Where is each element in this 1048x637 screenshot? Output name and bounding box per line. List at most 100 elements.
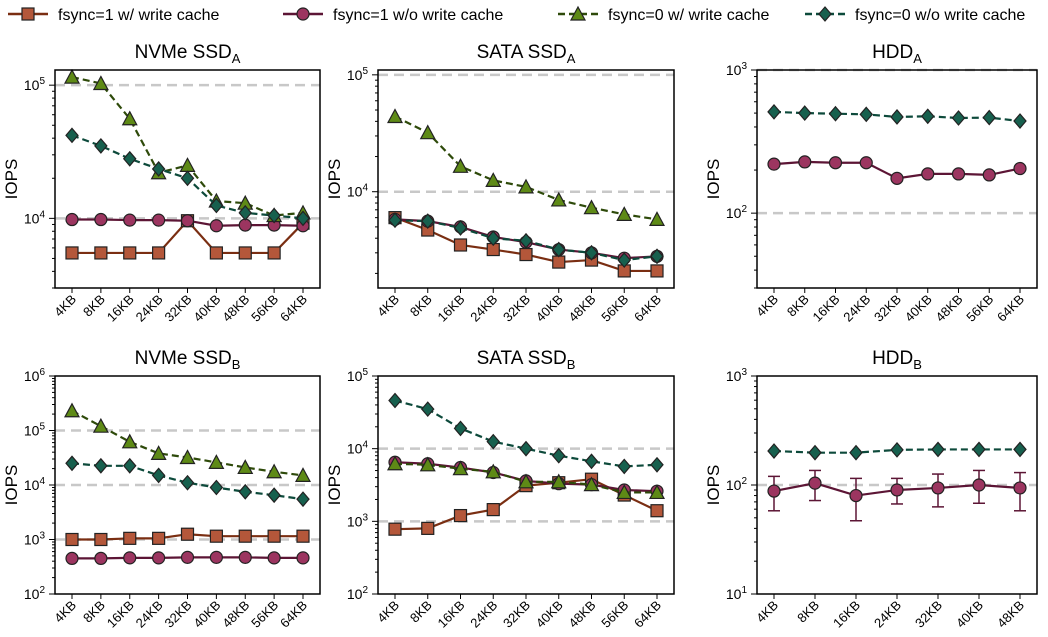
data-point <box>828 105 843 122</box>
chart-title: HDDA <box>872 42 922 66</box>
x-tick-label: 32KB <box>162 292 195 325</box>
x-tick-label: 48KB <box>994 598 1027 631</box>
data-point <box>452 158 469 173</box>
data-point <box>648 211 666 226</box>
data-point <box>890 441 904 458</box>
data-point <box>94 457 108 474</box>
data-point <box>151 467 166 484</box>
y-tick-label: 102 <box>726 476 748 493</box>
y-axis-label: IOPS <box>325 465 344 506</box>
data-point <box>92 75 109 91</box>
data-point <box>453 420 468 437</box>
data-point <box>237 459 254 475</box>
x-tick-label: 4KB <box>374 292 402 320</box>
x-tick-label: 64KB <box>277 292 310 325</box>
y-tick-label: 103 <box>726 61 748 78</box>
x-tick-label: 64KB <box>631 292 664 325</box>
panel-sata-ssd-b: 102 103 104 105 IOPS 4KB 8KB 16KB 24KB 32KB 40KB 48… <box>325 348 675 631</box>
data-point <box>123 551 137 565</box>
x-tick-label: 48KB <box>566 292 599 325</box>
data-point <box>859 106 874 123</box>
series-4 <box>388 212 664 269</box>
data-point <box>94 551 108 565</box>
chart-title: NVMe SSDA <box>135 42 241 66</box>
x-tick-label: 32KB <box>162 598 195 631</box>
data-point <box>551 241 566 258</box>
data-point <box>650 264 664 278</box>
data-point <box>92 417 109 433</box>
data-point <box>65 532 79 547</box>
x-tick-label: 4KB <box>374 598 402 626</box>
data-point <box>65 246 79 260</box>
data-point <box>550 191 567 207</box>
data-point <box>65 127 79 144</box>
x-tick-label: 40KB <box>190 292 223 325</box>
data-point <box>583 199 600 215</box>
series-4 <box>388 392 664 475</box>
data-point <box>452 460 469 476</box>
data-point <box>1013 481 1027 495</box>
data-point <box>486 503 500 517</box>
x-tick-label: 4KB <box>753 292 781 320</box>
x-tick-label: 48KB <box>933 292 966 325</box>
data-point <box>152 551 166 565</box>
x-tick-label: 64KB <box>994 292 1027 325</box>
y-tick-label: 102 <box>347 585 369 602</box>
data-point <box>890 483 904 497</box>
x-tick-label: 32KB <box>871 292 904 325</box>
data-point <box>65 455 79 472</box>
chart-title: HDDB <box>872 348 922 372</box>
data-point <box>94 532 108 547</box>
data-point <box>890 171 904 185</box>
x-tick-label: 40KB <box>953 598 986 631</box>
data-point <box>890 109 904 125</box>
x-tick-label: 8KB <box>784 292 812 320</box>
data-point <box>453 219 468 236</box>
data-point <box>519 232 533 249</box>
data-point <box>650 504 664 518</box>
series-4 <box>767 441 1027 461</box>
data-point <box>767 103 781 120</box>
y-axis-label: IOPS <box>325 159 344 200</box>
data-point <box>94 212 108 227</box>
legend-marker <box>818 6 832 22</box>
x-tick-label: 48KB <box>219 292 252 325</box>
y-tick-label: 103 <box>24 531 46 548</box>
y-tick-label: 104 <box>347 440 369 457</box>
data-point <box>859 156 873 170</box>
data-point <box>485 172 502 187</box>
data-point <box>420 213 435 230</box>
series-4 <box>767 103 1027 129</box>
x-tick-label: 24KB <box>133 598 166 631</box>
data-point <box>828 156 843 170</box>
series-3 <box>386 455 666 500</box>
data-point <box>616 206 633 221</box>
series-line <box>394 399 658 468</box>
x-tick-label: 24KB <box>467 598 500 631</box>
panel-sata-ssd-a: 104 105 IOPS 4KB 8KB 16KB 24KB 32KB 40KB 48KB 56KB… <box>325 42 675 325</box>
data-point <box>797 105 812 122</box>
data-point <box>951 110 966 126</box>
data-point <box>1013 441 1027 458</box>
x-tick-label: 56KB <box>598 292 631 325</box>
series-3 <box>386 108 666 226</box>
data-point <box>180 214 195 228</box>
data-point <box>453 508 468 523</box>
data-point <box>849 444 863 461</box>
data-point <box>1013 161 1027 176</box>
x-tick-label: 48KB <box>219 598 252 631</box>
x-tick-label: 56KB <box>963 292 996 325</box>
data-point <box>209 246 223 260</box>
data-point <box>150 445 167 461</box>
legend-marker <box>21 7 35 21</box>
data-point <box>152 531 166 545</box>
series-2 <box>767 155 1027 185</box>
x-tick-label: 64KB <box>277 598 310 631</box>
data-point <box>238 550 252 564</box>
data-point <box>808 476 822 490</box>
data-point <box>386 108 404 124</box>
y-tick-label: 103 <box>726 367 748 384</box>
series-line <box>394 115 658 221</box>
series-4 <box>65 127 310 227</box>
